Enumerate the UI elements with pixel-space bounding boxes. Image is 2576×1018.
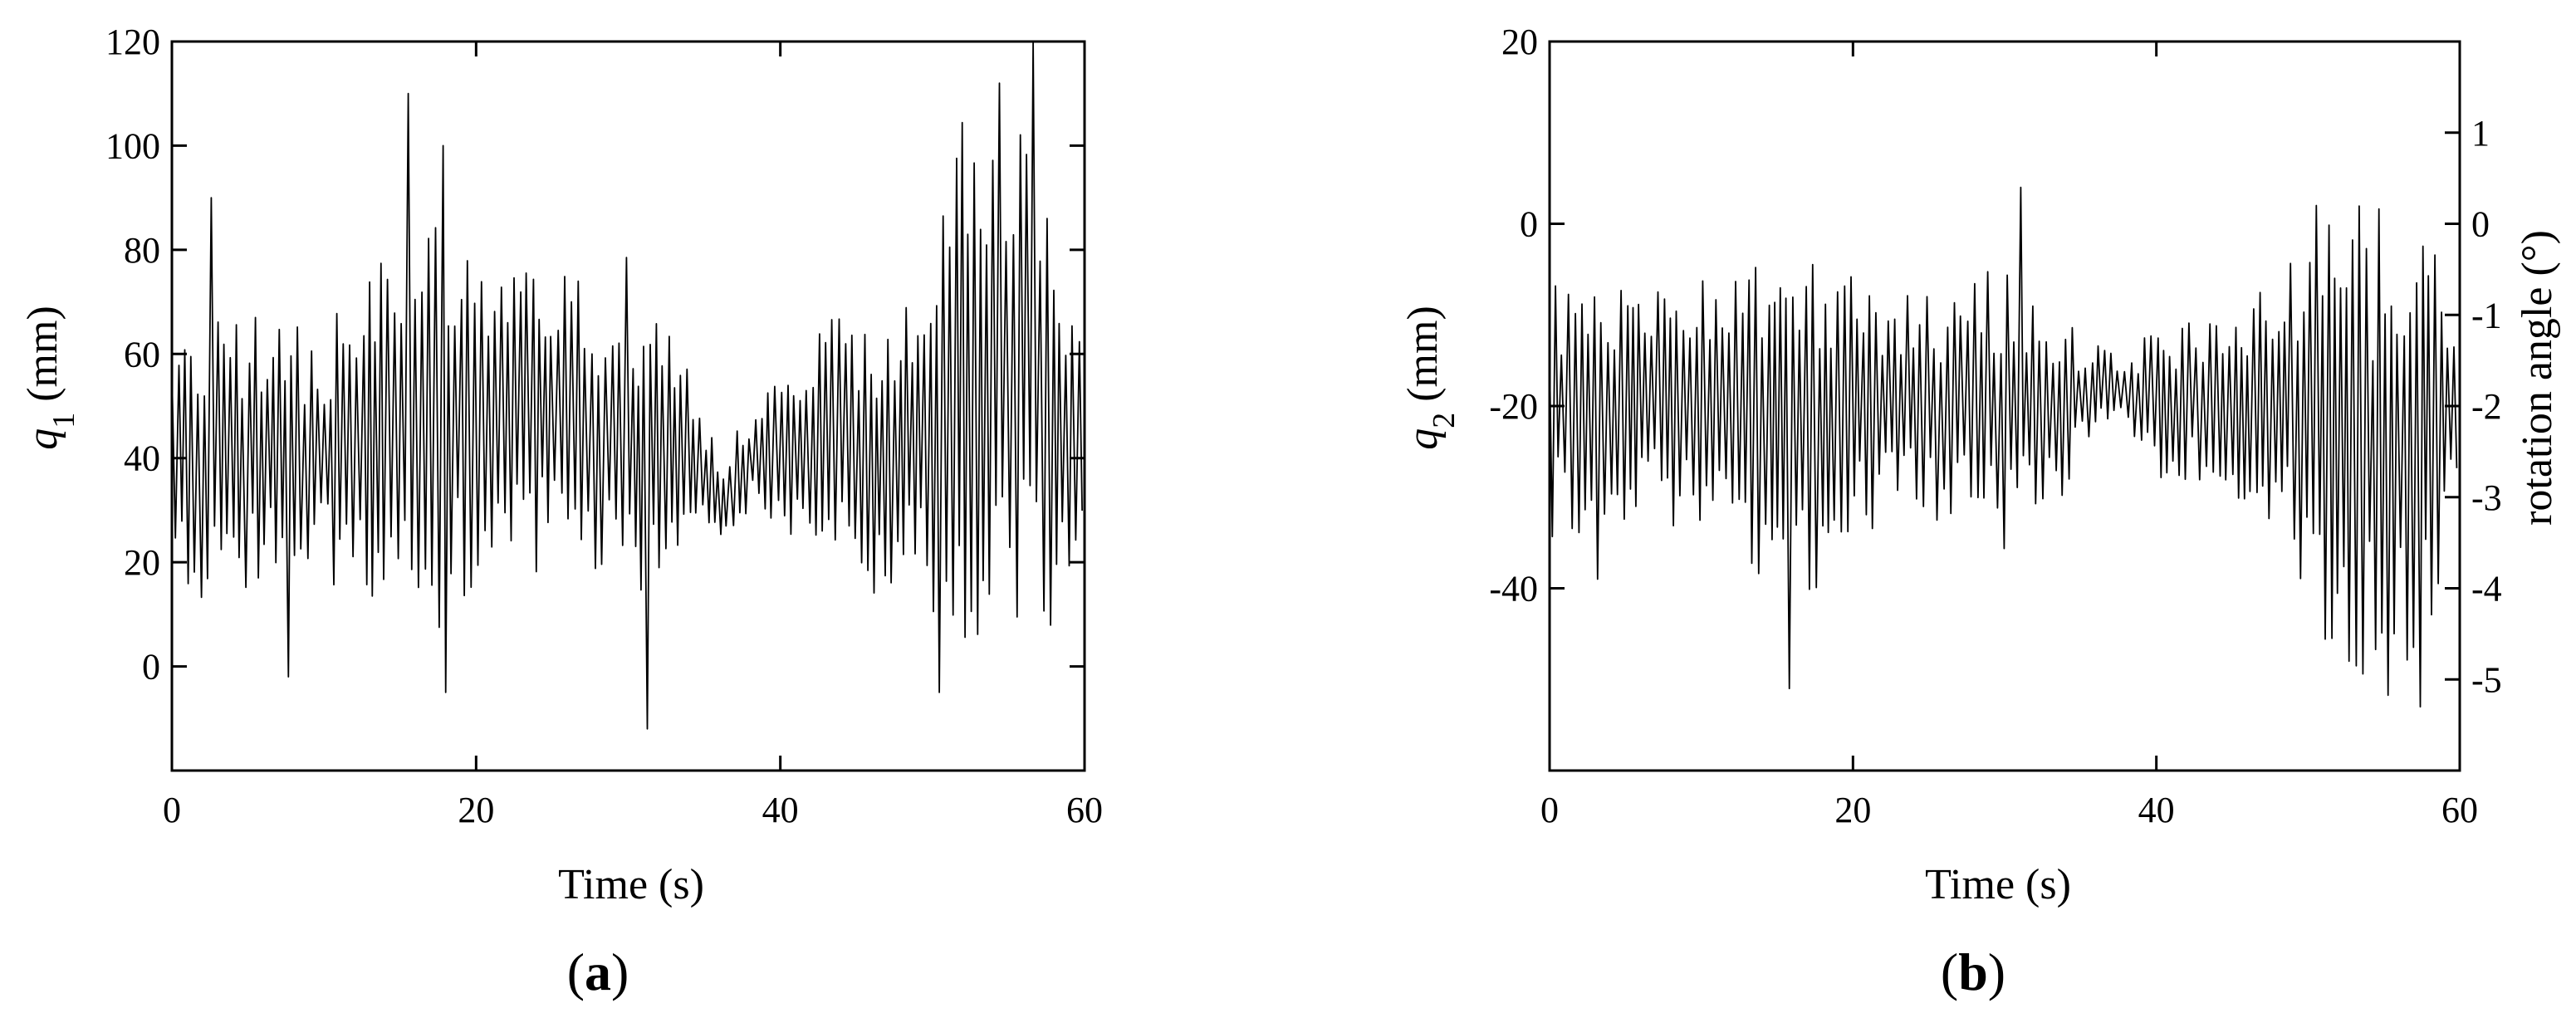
series-group-a: [171, 41, 1083, 730]
x-tick-label: 40: [762, 790, 799, 830]
y-axis-subscript-b: 2: [1427, 413, 1462, 428]
chart-panel-b: 0 20 40 60 -40 -20 0 20 -5 -4 -3 -2 -1 0 1 Time (s) q2…: [1399, 22, 2561, 1001]
plot-frame-b: [1548, 40, 2461, 772]
x-axis-label-b: Time (s): [1925, 861, 2071, 908]
y-tick-label: 60: [124, 334, 160, 374]
y-axis-symbol-a: q: [19, 428, 66, 450]
y2-tick-label: 1: [2471, 113, 2490, 154]
y-axis-unit-b: (mm): [1399, 306, 1447, 413]
y2-axis-label-b: rotation angle (°): [2514, 230, 2561, 526]
x-tick-label: 0: [1540, 790, 1559, 830]
y-axis-label-b: q2 (mm): [1399, 306, 1462, 450]
series-line: [1549, 186, 2458, 708]
y-tick-label: 100: [105, 125, 160, 166]
y-tick-label: 0: [1520, 204, 1538, 245]
y-axis-label-a: q1 (mm): [19, 306, 81, 450]
x-tick-label: 40: [2138, 790, 2175, 830]
y2-tick-label: -1: [2471, 295, 2502, 335]
y-axis-symbol-b: q: [1399, 428, 1447, 450]
y2-tick-label: -3: [2471, 477, 2502, 518]
y-axis-subscript-a: 1: [47, 413, 81, 428]
x-axis-label-a: Time (s): [558, 861, 704, 908]
x-tick-label: 20: [458, 790, 494, 830]
y-tick-label: 0: [142, 647, 160, 688]
panel-label-a: (a): [567, 942, 629, 1001]
y-axis-unit-a: (mm): [19, 306, 66, 413]
y-tick-label: -40: [1489, 569, 1538, 609]
panel-letter-b: b: [1958, 942, 1988, 1001]
series-group-b: [1549, 186, 2458, 708]
y2-tick-label: 0: [2471, 204, 2490, 245]
y-tick-label: 120: [105, 22, 160, 62]
y2-tick-label: -5: [2471, 659, 2502, 700]
x-tick-label: 20: [1834, 790, 1871, 830]
tick-labels-a: 0 20 40 60 0 20 40 60 80 100 120: [105, 22, 1103, 830]
series-line: [171, 41, 1083, 730]
y-tick-label: 20: [124, 542, 160, 583]
x-tick-label: 0: [163, 790, 181, 830]
panel-label-b: (b): [1941, 942, 2005, 1001]
plot-frame-a: [170, 40, 1086, 772]
y2-tick-label: -2: [2471, 386, 2502, 427]
y-tick-label: 80: [124, 230, 160, 271]
panel-letter-a: a: [585, 942, 611, 1001]
x-tick-label: 60: [2441, 790, 2478, 830]
y-tick-label: 40: [124, 438, 160, 479]
x-tick-label: 60: [1066, 790, 1103, 830]
y-tick-label: -20: [1489, 386, 1538, 427]
y-tick-label: 20: [1501, 22, 1538, 62]
y2-tick-label: -4: [2471, 569, 2502, 609]
tick-labels-b: 0 20 40 60 -40 -20 0 20 -5 -4 -3 -2 -1 0 1: [1489, 22, 2501, 830]
